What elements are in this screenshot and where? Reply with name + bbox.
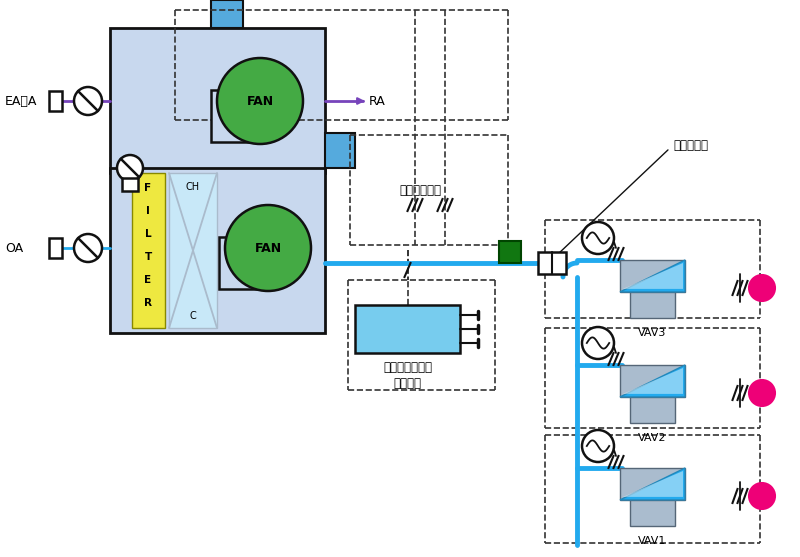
Bar [211,0,243,28]
Circle shape [582,222,614,254]
Text: CH: CH [186,182,200,192]
Bar [538,252,566,274]
Text: EA・A: EA・A [5,95,38,108]
Text: FAN: FAN [246,95,274,108]
Bar [218,237,268,289]
Bar [630,397,675,423]
Text: FAN: FAN [254,242,282,255]
Polygon shape [623,368,683,394]
Circle shape [582,430,614,462]
Polygon shape [620,260,685,292]
Bar [169,173,217,328]
Circle shape [117,155,143,181]
Bar [630,292,675,318]
Polygon shape [620,468,685,500]
Bar [110,28,325,173]
Text: VAV1: VAV1 [638,536,666,546]
Text: F: F [145,183,151,193]
Text: T: T [144,252,152,262]
Bar [499,241,521,263]
Text: ユニット: ユニット [394,377,422,390]
Text: OA: OA [5,242,23,255]
Polygon shape [620,365,685,397]
Circle shape [74,87,102,115]
Text: VAV3: VAV3 [638,328,666,338]
Bar [620,468,685,500]
Bar [110,168,325,333]
Circle shape [582,327,614,359]
Circle shape [749,275,775,301]
Text: C: C [190,311,196,321]
Bar [620,260,685,292]
Text: L: L [145,229,151,239]
Bar [325,133,355,168]
Text: E: E [145,275,151,285]
Bar [49,238,62,258]
Bar [630,500,675,526]
Bar [620,365,685,397]
Text: I: I [146,206,150,216]
Text: 防火ダンパ: 防火ダンパ [673,139,708,152]
Text: 高圧限定信号: 高圧限定信号 [399,183,441,197]
Circle shape [225,205,311,291]
Circle shape [749,483,775,509]
Text: インバータ制御: インバータ制御 [383,361,432,374]
Bar [210,90,260,142]
Bar [355,305,460,353]
Polygon shape [623,471,683,497]
Bar [49,91,62,111]
Text: RA: RA [369,95,386,108]
Circle shape [74,234,102,262]
Bar [122,178,138,190]
Bar [132,173,165,328]
Text: R: R [144,298,152,308]
Polygon shape [623,263,683,289]
Circle shape [749,380,775,406]
Text: VAV2: VAV2 [638,433,666,443]
Circle shape [217,58,303,144]
